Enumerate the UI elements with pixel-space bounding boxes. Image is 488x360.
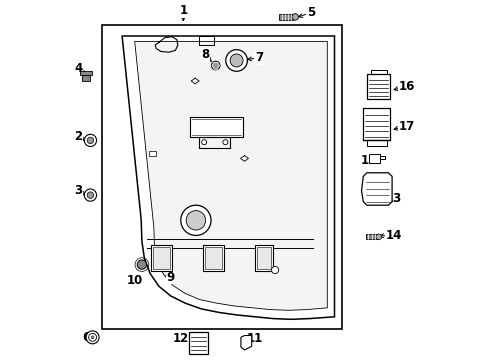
- Text: 12: 12: [172, 332, 188, 345]
- Text: 7: 7: [254, 51, 263, 64]
- Text: 1: 1: [179, 4, 187, 17]
- Bar: [366, 234, 377, 239]
- Bar: [81, 75, 90, 81]
- Bar: [363, 108, 389, 140]
- Circle shape: [223, 140, 227, 145]
- Bar: [188, 332, 208, 354]
- Circle shape: [225, 50, 247, 71]
- Circle shape: [186, 211, 205, 230]
- Text: 11: 11: [246, 332, 263, 345]
- Circle shape: [230, 54, 243, 67]
- Bar: [203, 245, 224, 271]
- Text: 6: 6: [82, 331, 91, 344]
- Circle shape: [291, 14, 298, 20]
- Polygon shape: [361, 173, 391, 205]
- Circle shape: [211, 61, 220, 70]
- Circle shape: [84, 189, 96, 201]
- Bar: [368, 154, 380, 163]
- Circle shape: [137, 260, 146, 269]
- Text: 5: 5: [306, 6, 315, 19]
- Circle shape: [86, 331, 99, 344]
- Polygon shape: [134, 41, 326, 310]
- Bar: [279, 14, 292, 20]
- Circle shape: [88, 333, 96, 341]
- Bar: [102, 25, 341, 329]
- Circle shape: [181, 205, 211, 235]
- Bar: [151, 245, 171, 271]
- Polygon shape: [122, 36, 334, 319]
- Bar: [366, 74, 389, 99]
- Bar: [255, 245, 272, 271]
- Circle shape: [84, 134, 96, 147]
- Circle shape: [375, 234, 381, 240]
- Text: 17: 17: [398, 120, 414, 132]
- Bar: [257, 247, 270, 269]
- Circle shape: [201, 140, 206, 145]
- Circle shape: [87, 192, 94, 198]
- Bar: [190, 117, 242, 137]
- Bar: [152, 247, 170, 269]
- Polygon shape: [241, 336, 251, 350]
- Text: 2: 2: [74, 130, 82, 143]
- Bar: [204, 247, 222, 269]
- Text: 3: 3: [74, 184, 82, 197]
- Circle shape: [87, 137, 94, 144]
- Text: 4: 4: [74, 62, 82, 75]
- Bar: [149, 151, 155, 156]
- Text: 16: 16: [398, 80, 414, 93]
- Circle shape: [91, 336, 94, 339]
- Text: 9: 9: [166, 271, 175, 284]
- Text: 13: 13: [385, 192, 401, 204]
- Circle shape: [271, 266, 278, 274]
- Bar: [80, 71, 92, 75]
- Text: 14: 14: [385, 229, 401, 242]
- Text: 10: 10: [126, 274, 142, 287]
- Text: 15: 15: [360, 154, 376, 167]
- Text: 8: 8: [201, 48, 208, 61]
